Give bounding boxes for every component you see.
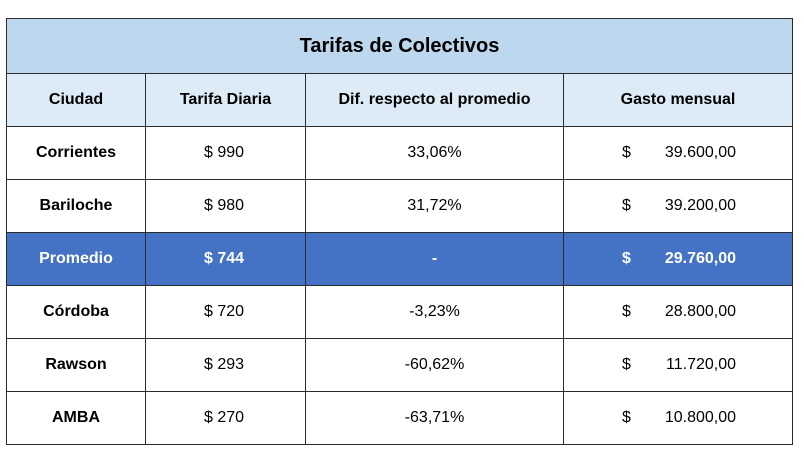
tarifa-value: $ 270 xyxy=(204,409,245,426)
currency-symbol: $ xyxy=(622,303,631,320)
table-row: Rawson $ 293 -60,62% $ 11.720,00 xyxy=(6,338,794,392)
cell-dif: -63,71% xyxy=(305,391,564,445)
currency-symbol: $ xyxy=(622,144,631,161)
gasto-amount: 28.800,00 xyxy=(664,303,737,320)
tarifa-value: $ 990 xyxy=(204,144,245,161)
tarifa-value: $ 980 xyxy=(204,197,245,214)
cell-tarifa: $ 744 xyxy=(145,232,306,286)
header-gasto-mensual: Gasto mensual xyxy=(562,73,794,127)
cell-dif: -3,23% xyxy=(305,285,564,339)
cell-dif: -60,62% xyxy=(305,338,564,392)
tarifa-value: $ 293 xyxy=(204,356,245,373)
cell-ciudad: AMBA xyxy=(6,391,146,445)
table-title: Tarifas de Colectivos xyxy=(5,18,794,74)
gasto-amount: 10.800,00 xyxy=(664,409,737,426)
table-title-row: Tarifas de Colectivos xyxy=(5,18,794,74)
cell-gasto: $ 29.760,00 xyxy=(562,232,794,286)
cell-tarifa: $ 720 xyxy=(145,285,306,339)
currency-symbol: $ xyxy=(622,250,631,267)
cell-ciudad: Rawson xyxy=(6,338,146,392)
cell-tarifa: $ 270 xyxy=(145,391,306,445)
header-ciudad: Ciudad xyxy=(6,73,146,127)
fare-table-container: Tarifas de Colectivos Ciudad Tarifa Diar… xyxy=(5,18,794,445)
table-header-row: Ciudad Tarifa Diaria Dif. respecto al pr… xyxy=(6,73,794,127)
gasto-amount: 11.720,00 xyxy=(666,356,737,373)
cell-ciudad: Promedio xyxy=(6,232,146,286)
currency-symbol: $ xyxy=(622,409,631,426)
cell-gasto: $ 39.600,00 xyxy=(562,126,794,180)
cell-gasto: $ 10.800,00 xyxy=(562,391,794,445)
cell-dif: 33,06% xyxy=(305,126,564,180)
header-dif-promedio: Dif. respecto al promedio xyxy=(305,73,564,127)
cell-tarifa: $ 990 xyxy=(145,126,306,180)
cell-ciudad: Córdoba xyxy=(6,285,146,339)
gasto-amount: 29.760,00 xyxy=(664,250,737,267)
currency-symbol: $ xyxy=(622,197,631,214)
cell-ciudad: Corrientes xyxy=(6,126,146,180)
table-row: AMBA $ 270 -63,71% $ 10.800,00 xyxy=(6,391,794,445)
table-row: Bariloche $ 980 31,72% $ 39.200,00 xyxy=(6,179,794,233)
table-row: Corrientes $ 990 33,06% $ 39.600,00 xyxy=(6,126,794,180)
cell-ciudad: Bariloche xyxy=(6,179,146,233)
cell-gasto: $ 28.800,00 xyxy=(562,285,794,339)
cell-tarifa: $ 293 xyxy=(145,338,306,392)
currency-symbol: $ xyxy=(622,356,631,373)
cell-tarifa: $ 980 xyxy=(145,179,306,233)
cell-gasto: $ 39.200,00 xyxy=(562,179,794,233)
tarifa-value: $ 744 xyxy=(204,250,245,267)
cell-dif: - xyxy=(305,232,564,286)
fare-table: Tarifas de Colectivos Ciudad Tarifa Diar… xyxy=(5,18,794,445)
gasto-amount: 39.200,00 xyxy=(664,197,737,214)
average-row: Promedio $ 744 - $ 29.760,00 xyxy=(6,232,794,286)
table-row: Córdoba $ 720 -3,23% $ 28.800,00 xyxy=(6,285,794,339)
tarifa-value: $ 720 xyxy=(204,303,245,320)
cell-dif: 31,72% xyxy=(305,179,564,233)
cell-gasto: $ 11.720,00 xyxy=(562,338,794,392)
header-tarifa-diaria: Tarifa Diaria xyxy=(145,73,306,127)
gasto-amount: 39.600,00 xyxy=(664,144,737,161)
